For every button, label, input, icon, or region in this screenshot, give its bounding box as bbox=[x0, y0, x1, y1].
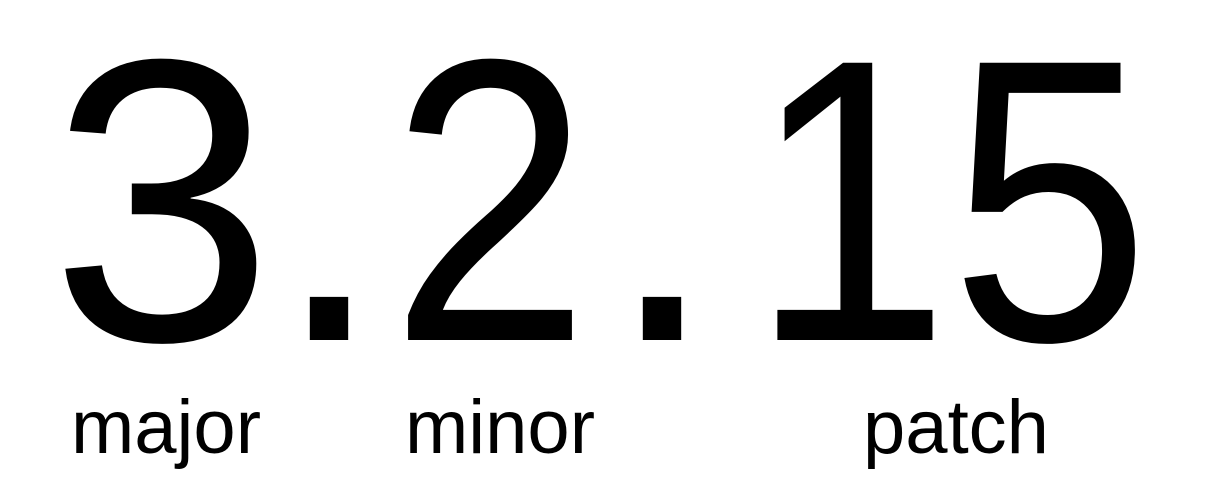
minor-number: 2 bbox=[390, 0, 590, 426]
version-separator-1: . bbox=[273, 0, 385, 426]
major-label: major bbox=[71, 385, 261, 470]
patch-label: patch bbox=[863, 385, 1049, 470]
version-separator-2: . bbox=[606, 0, 718, 426]
minor-label: minor bbox=[405, 385, 595, 470]
major-number: 3 bbox=[50, 0, 274, 426]
patch-number: 15 bbox=[750, 0, 1150, 426]
